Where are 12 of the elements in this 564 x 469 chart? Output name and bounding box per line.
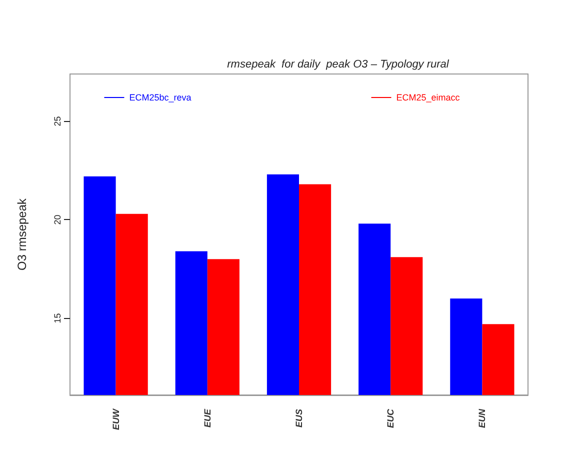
legend-label: ECM25bc_reva — [129, 92, 192, 102]
chart-title: rmsepeak for daily peak O3 – Typology rural — [227, 58, 450, 70]
x-tick-label: EUE — [202, 408, 212, 428]
x-tick-label: EUS — [294, 409, 304, 428]
x-tick-label: EUC — [386, 408, 396, 428]
x-tick-label: EUW — [110, 408, 121, 430]
y-tick-label: 25 — [52, 116, 62, 126]
legend-label: ECM25_eimacc — [396, 92, 460, 102]
y-tick-label: 15 — [52, 313, 62, 324]
y-axis-title: O3 rmsepeak — [15, 197, 29, 271]
x-tick-label: EUN — [477, 408, 488, 428]
y-tick-label: 20 — [52, 214, 62, 225]
